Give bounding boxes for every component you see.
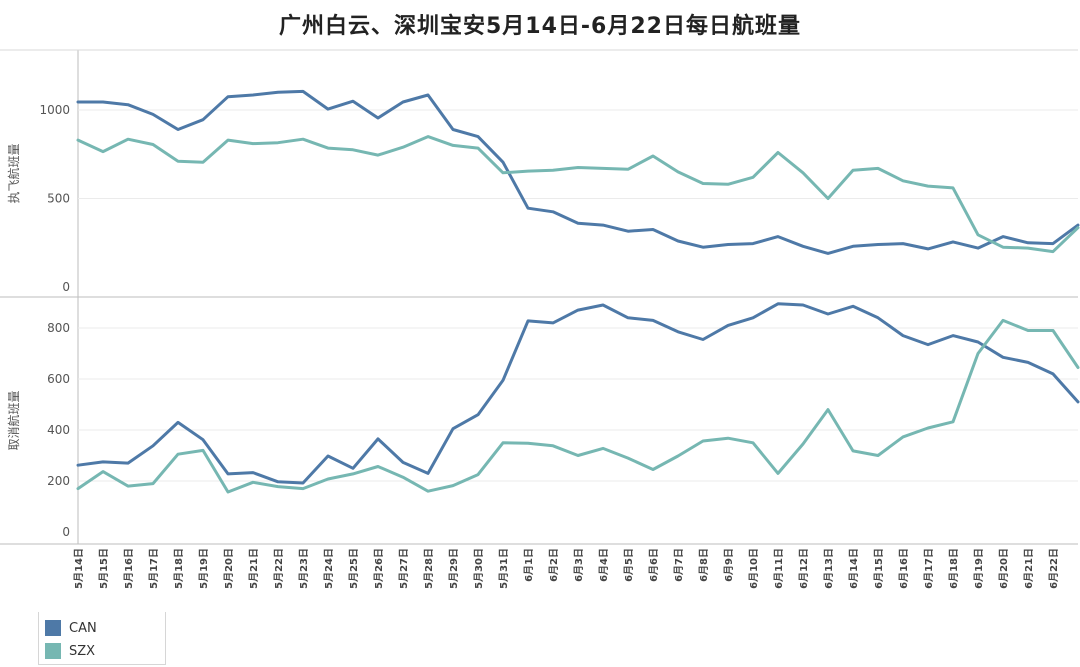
x-tick-label: 6月1日 bbox=[523, 548, 535, 582]
y-axis-title: 取消航班量 bbox=[6, 390, 21, 450]
x-tick-label: 6月9日 bbox=[723, 548, 735, 582]
legend-label-can: CAN bbox=[69, 620, 97, 636]
panel-1: 0 500 1000 执飞航班量 bbox=[6, 89, 1080, 294]
x-tick-label: 5月28日 bbox=[423, 548, 435, 589]
x-tick-label: 6月22日 bbox=[1048, 548, 1060, 589]
x-tick-label: 5月31日 bbox=[498, 548, 510, 589]
x-tick-label: 5月29日 bbox=[448, 548, 460, 589]
x-tick-label: 5月25日 bbox=[348, 548, 360, 589]
x-tick-label: 6月2日 bbox=[548, 548, 560, 582]
x-tick-label: 6月16日 bbox=[898, 548, 910, 589]
x-tick-label: 6月14日 bbox=[848, 548, 860, 589]
x-tick-label: 5月27日 bbox=[398, 548, 410, 589]
legend-item-szx[interactable]: SZX bbox=[45, 641, 95, 661]
x-tick-label: 6月15日 bbox=[873, 548, 885, 589]
y-tick-label: 200 bbox=[47, 474, 70, 488]
x-tick-label: 6月5日 bbox=[623, 548, 635, 582]
x-axis-labels: 5月14日 5月15日 5月16日 5月17日 5月18日 5月19日 5月20日 5月21日… bbox=[73, 548, 1060, 589]
x-tick-label: 5月18日 bbox=[173, 548, 185, 589]
y-tick-label: 800 bbox=[47, 321, 70, 335]
x-tick-label: 6月13日 bbox=[823, 548, 835, 589]
x-tick-label: 5月22日 bbox=[273, 548, 285, 589]
legend-swatch-can bbox=[45, 620, 61, 636]
x-tick-label: 6月7日 bbox=[673, 548, 685, 582]
x-tick-label: 6月6日 bbox=[648, 548, 660, 582]
series-line-szx bbox=[76, 135, 1080, 254]
x-tick-label: 5月15日 bbox=[98, 548, 110, 589]
y-tick-label: 400 bbox=[47, 423, 70, 437]
y-tick-label: 0 bbox=[62, 280, 70, 294]
x-tick-label: 5月17日 bbox=[148, 548, 160, 589]
x-tick-label: 5月14日 bbox=[73, 548, 85, 589]
legend-label-szx: SZX bbox=[69, 643, 96, 659]
y-tick-label: 0 bbox=[62, 525, 70, 539]
series-line-can bbox=[76, 89, 1080, 255]
series-line-szx bbox=[76, 318, 1080, 494]
x-tick-label: 5月26日 bbox=[373, 548, 385, 589]
x-tick-label: 6月20日 bbox=[998, 548, 1010, 589]
x-tick-label: 6月3日 bbox=[573, 548, 585, 582]
x-tick-label: 5月19日 bbox=[198, 548, 210, 589]
flights-chart: 0 500 1000 执飞航班量 0 200 400 600 800 取消航班量 5月14日 5月15… bbox=[0, 49, 1080, 589]
legend-swatch-szx bbox=[45, 643, 61, 659]
panel-2: 0 200 400 600 800 取消航班量 bbox=[6, 302, 1080, 539]
x-tick-label: 5月30日 bbox=[473, 548, 485, 589]
x-tick-label: 6月19日 bbox=[973, 548, 985, 589]
y-tick-label: 500 bbox=[47, 192, 70, 206]
x-tick-label: 5月20日 bbox=[223, 548, 235, 589]
y-axis-title: 执飞航班量 bbox=[6, 143, 21, 203]
x-tick-label: 5月16日 bbox=[123, 548, 135, 589]
x-tick-label: 6月10日 bbox=[748, 548, 760, 589]
legend: CAN SZX bbox=[38, 612, 166, 665]
x-tick-label: 5月23日 bbox=[298, 548, 310, 589]
x-tick-label: 6月4日 bbox=[598, 548, 610, 582]
x-tick-label: 6月21日 bbox=[1023, 548, 1035, 589]
x-tick-label: 6月18日 bbox=[948, 548, 960, 589]
x-tick-label: 5月24日 bbox=[323, 548, 335, 589]
chart-title: 广州白云、深圳宝安5月14日-6月22日每日航班量 bbox=[279, 14, 801, 39]
y-tick-label: 1000 bbox=[39, 103, 70, 117]
x-tick-label: 6月11日 bbox=[773, 548, 785, 589]
y-tick-label: 600 bbox=[47, 372, 70, 386]
x-tick-label: 6月12日 bbox=[798, 548, 810, 589]
x-tick-label: 5月21日 bbox=[248, 548, 260, 589]
legend-item-can[interactable]: CAN bbox=[45, 618, 97, 638]
x-tick-label: 6月17日 bbox=[923, 548, 935, 589]
series-line-can bbox=[76, 302, 1080, 485]
x-tick-label: 6月8日 bbox=[698, 548, 710, 582]
